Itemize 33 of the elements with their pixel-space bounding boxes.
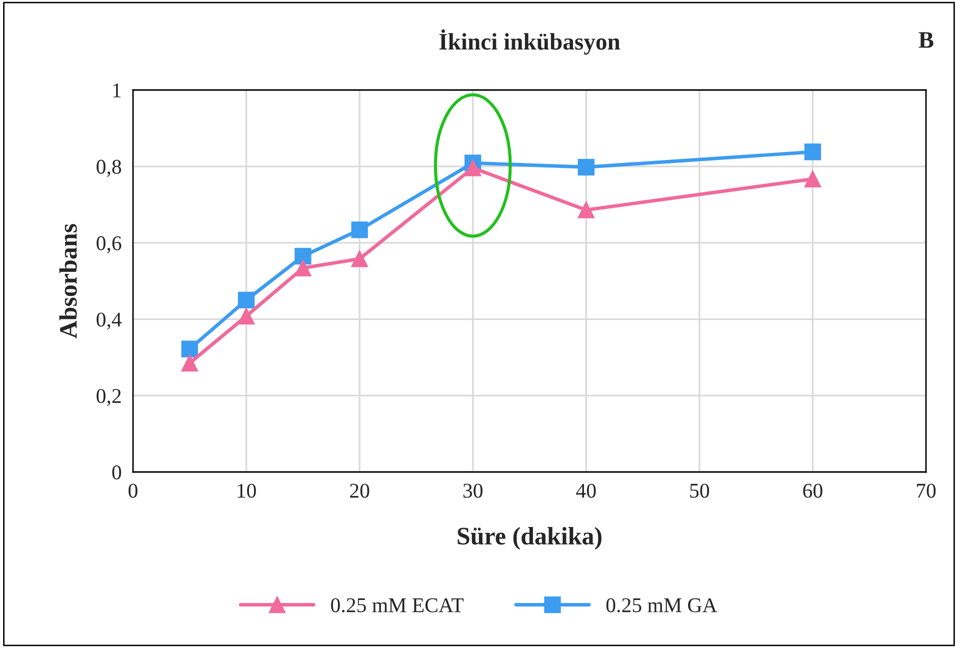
y-tick-label: 0	[112, 465, 122, 480]
point	[238, 308, 255, 324]
x-tick-label: 50	[690, 484, 710, 498]
legend-label: 0.25 mM ECAT	[331, 598, 464, 612]
point	[351, 250, 368, 268]
point	[181, 340, 198, 358]
chart-title: İkinci inkübasyon	[439, 29, 620, 55]
point	[181, 354, 198, 372]
y-tick-label: 0,4	[96, 312, 122, 330]
y-axis-title: Absorbans	[59, 224, 77, 338]
x-tick-label: 0	[128, 484, 138, 498]
y-tick-label: 0,8	[96, 160, 122, 177]
y-tick-label: 0,6	[96, 236, 122, 254]
x-tick-label: 40	[576, 484, 596, 498]
point	[238, 292, 255, 308]
point	[294, 260, 312, 276]
x-tick-label: 10	[238, 484, 256, 498]
point	[351, 221, 368, 238]
point	[578, 202, 594, 218]
x-tick-label: 30	[463, 484, 482, 498]
point	[464, 160, 482, 176]
point	[804, 144, 822, 160]
point	[578, 158, 594, 176]
point	[804, 170, 822, 188]
legend-label: 0.25 mM GA	[606, 598, 718, 612]
x-tick-label: 20	[350, 484, 370, 498]
x-axis-title: Süre (dakika)	[458, 527, 602, 550]
x-tick-label: 70	[916, 484, 936, 498]
y-tick-label: 0,2	[96, 388, 121, 406]
point	[294, 248, 312, 265]
text: B	[918, 32, 934, 48]
x-tick-label: 60	[803, 484, 822, 498]
y-tick-label: 1	[113, 83, 121, 98]
